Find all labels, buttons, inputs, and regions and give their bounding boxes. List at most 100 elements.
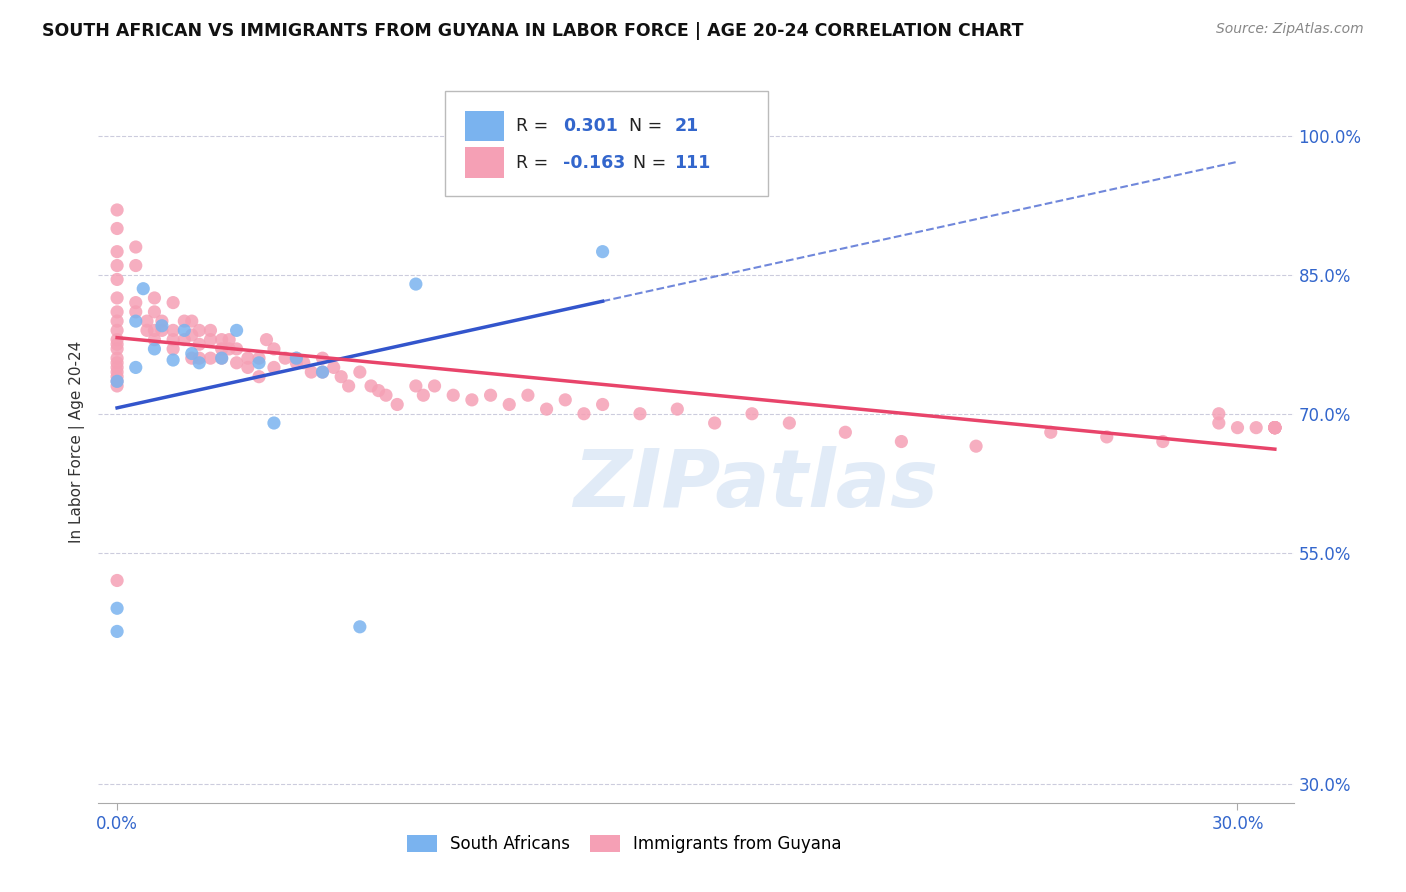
Point bbox=[125, 305, 148, 319]
Point bbox=[741, 407, 763, 421]
Legend: South Africans, Immigrants from Guyana: South Africans, Immigrants from Guyana bbox=[401, 828, 848, 860]
Point bbox=[105, 375, 128, 389]
Point bbox=[125, 314, 148, 328]
Point bbox=[162, 342, 184, 356]
Text: R =: R = bbox=[516, 153, 553, 171]
Point bbox=[105, 601, 128, 615]
Point bbox=[200, 333, 222, 347]
Point bbox=[1264, 420, 1286, 434]
Point bbox=[1095, 430, 1118, 444]
Point bbox=[311, 365, 333, 379]
Point bbox=[143, 323, 166, 337]
Point bbox=[247, 356, 270, 370]
Point bbox=[536, 402, 558, 417]
Point bbox=[180, 314, 202, 328]
Point bbox=[143, 333, 166, 347]
Point bbox=[105, 356, 128, 370]
Point bbox=[180, 351, 202, 366]
Point bbox=[1264, 420, 1286, 434]
Point bbox=[666, 402, 689, 417]
Point bbox=[554, 392, 576, 407]
Point bbox=[105, 305, 128, 319]
Point bbox=[247, 351, 270, 366]
Point bbox=[263, 360, 285, 375]
Text: ZIPatlas: ZIPatlas bbox=[574, 446, 938, 524]
Point bbox=[263, 342, 285, 356]
Point bbox=[263, 416, 285, 430]
Point bbox=[236, 360, 259, 375]
Point bbox=[423, 379, 446, 393]
Point bbox=[311, 351, 333, 366]
Point bbox=[162, 353, 184, 368]
Text: SOUTH AFRICAN VS IMMIGRANTS FROM GUYANA IN LABOR FORCE | AGE 20-24 CORRELATION C: SOUTH AFRICAN VS IMMIGRANTS FROM GUYANA … bbox=[42, 22, 1024, 40]
Point bbox=[150, 323, 173, 337]
Point bbox=[225, 356, 247, 370]
Point bbox=[200, 323, 222, 337]
Point bbox=[136, 323, 159, 337]
Point bbox=[132, 282, 155, 296]
Point bbox=[1039, 425, 1062, 440]
Point bbox=[125, 295, 148, 310]
Point bbox=[1264, 420, 1286, 434]
Point bbox=[703, 416, 725, 430]
Text: -0.163: -0.163 bbox=[564, 153, 626, 171]
Point bbox=[150, 318, 173, 333]
Point bbox=[211, 351, 233, 366]
Point bbox=[105, 360, 128, 375]
Point bbox=[105, 375, 128, 389]
Point bbox=[285, 356, 308, 370]
Point bbox=[516, 388, 538, 402]
Point bbox=[105, 379, 128, 393]
Point bbox=[405, 277, 427, 291]
Point bbox=[105, 351, 128, 366]
Point bbox=[1264, 420, 1286, 434]
Text: 111: 111 bbox=[675, 153, 711, 171]
Point bbox=[592, 397, 614, 411]
Text: R =: R = bbox=[516, 117, 553, 135]
Point bbox=[375, 388, 398, 402]
Point bbox=[285, 351, 308, 366]
Point bbox=[162, 295, 184, 310]
Point bbox=[105, 624, 128, 639]
Point bbox=[292, 356, 315, 370]
Point bbox=[479, 388, 502, 402]
Point bbox=[211, 342, 233, 356]
Point bbox=[1264, 420, 1286, 434]
Point bbox=[311, 365, 333, 379]
Point bbox=[136, 314, 159, 328]
Point bbox=[225, 323, 247, 337]
Text: 0.301: 0.301 bbox=[564, 117, 619, 135]
Text: N =: N = bbox=[633, 153, 672, 171]
Point bbox=[105, 574, 128, 588]
Point bbox=[441, 388, 464, 402]
Point bbox=[330, 369, 353, 384]
Point bbox=[180, 346, 202, 360]
Point bbox=[337, 379, 360, 393]
Point bbox=[188, 356, 211, 370]
Point bbox=[1208, 407, 1230, 421]
Point bbox=[1152, 434, 1174, 449]
Point bbox=[173, 314, 195, 328]
Point bbox=[225, 342, 247, 356]
Point bbox=[105, 221, 128, 235]
Point bbox=[385, 397, 409, 411]
Point bbox=[218, 333, 240, 347]
Point bbox=[1208, 416, 1230, 430]
Point bbox=[285, 351, 308, 366]
Point bbox=[188, 337, 211, 351]
Point bbox=[143, 291, 166, 305]
Point bbox=[105, 337, 128, 351]
Point bbox=[105, 323, 128, 337]
FancyBboxPatch shape bbox=[465, 147, 503, 178]
Point bbox=[105, 314, 128, 328]
Point bbox=[367, 384, 389, 398]
Point bbox=[274, 351, 297, 366]
Point bbox=[360, 379, 382, 393]
Point bbox=[349, 365, 371, 379]
Point bbox=[105, 342, 128, 356]
Point bbox=[405, 379, 427, 393]
Point bbox=[105, 365, 128, 379]
Point bbox=[1226, 420, 1249, 434]
FancyBboxPatch shape bbox=[465, 111, 503, 141]
Point bbox=[143, 305, 166, 319]
